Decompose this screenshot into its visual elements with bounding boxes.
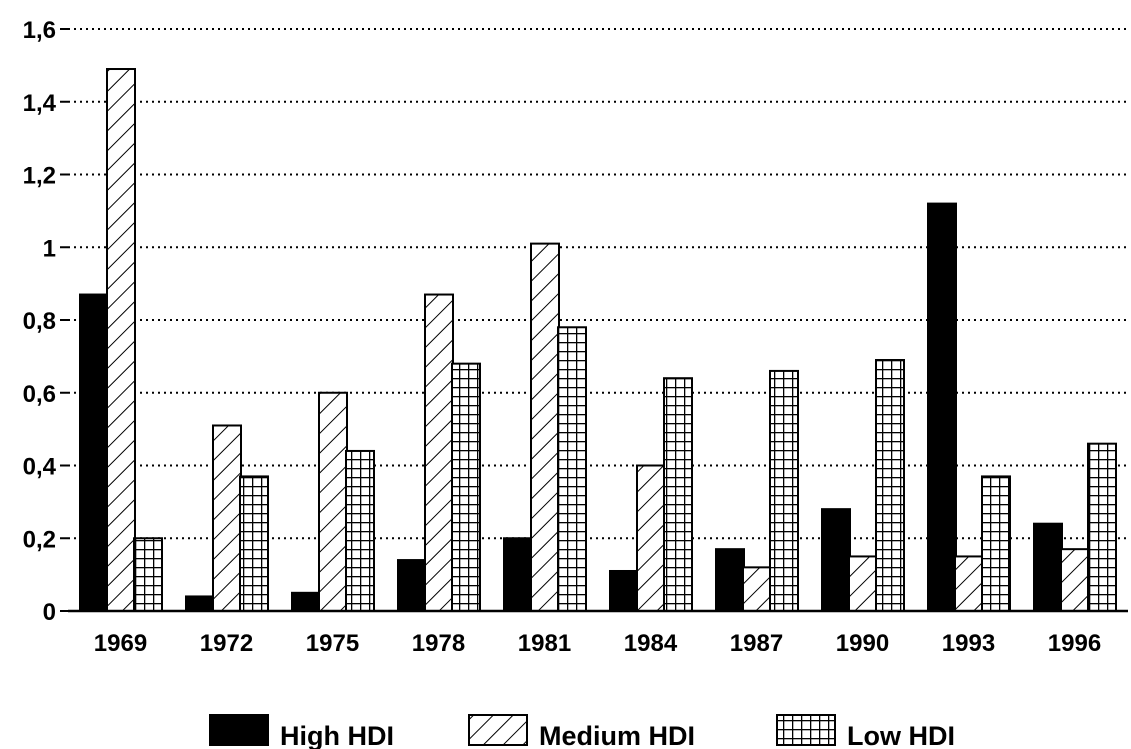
bar-low-hdi-1987 [769,369,799,612]
bar-high-hdi-1990 [821,508,851,612]
y-tick-label: 0,4 [23,454,57,481]
x-tick-label: 1993 [942,630,995,657]
y-tick-label: 1,4 [23,90,57,117]
x-tick-label: 1972 [200,630,253,657]
bar-medium-hdi-1987 [742,566,772,612]
x-tick-label: 1984 [624,630,678,657]
bar-low-hdi-1990 [875,359,905,613]
bar-low-hdi-1993 [981,475,1011,612]
bar-medium-hdi-1975 [318,391,348,612]
bar-high-hdi-1975 [291,591,321,612]
x-tick-label: 1996 [1048,630,1101,657]
legend-swatch-high-hdi [209,714,269,746]
legend: High HDI Medium HDI Low HDI [209,714,955,749]
y-tick-label: 0 [43,599,56,626]
y-tick-label: 1,6 [23,17,56,44]
y-tick-label: 0,8 [23,308,56,335]
y-tick-label: 1,2 [23,163,56,190]
x-tick-label: 1987 [730,630,783,657]
x-tick-label: 1978 [412,630,465,657]
bar-high-hdi-1996 [1033,522,1063,613]
bar-medium-hdi-1984 [636,464,666,612]
x-tick-label: 1990 [836,630,889,657]
bar-medium-hdi-1978 [424,293,454,612]
bar-high-hdi-1972 [185,595,215,613]
bar-low-hdi-1984 [663,377,693,613]
x-tick-label: 1969 [94,630,147,657]
bar-medium-hdi-1969 [106,68,136,612]
bar-low-hdi-1981 [557,326,587,612]
bar-high-hdi-1993 [927,202,957,612]
bar-high-hdi-1969 [79,293,109,612]
bar-low-hdi-1969 [133,537,163,612]
bar-high-hdi-1984 [609,569,639,612]
legend-label: Medium HDI [539,721,695,749]
bar-medium-hdi-1993 [954,555,984,612]
x-tick-label: 1981 [518,630,571,657]
legend-swatch-medium-hdi [468,714,528,746]
bar-low-hdi-1975 [345,449,375,613]
bar-medium-hdi-1981 [530,242,560,613]
bar-high-hdi-1981 [503,537,533,612]
y-tick-label: 0,6 [23,381,56,408]
bar-high-hdi-1978 [397,559,427,613]
x-tick-label: 1975 [306,630,359,657]
legend-label: Low HDI [847,721,955,749]
legend-label: High HDI [280,721,394,749]
legend-swatch-low-hdi [776,714,836,746]
x-axis-tick-labels: 1969 1972 1975 1978 1981 1984 1987 1990 1993 1996 [94,630,1101,657]
bar-high-hdi-1987 [715,548,745,612]
bar-low-hdi-1972 [239,475,269,612]
bar-medium-hdi-1990 [848,555,878,612]
bars [79,68,1117,613]
bar-low-hdi-1978 [451,362,481,612]
y-tick-label: 0,2 [23,526,56,553]
y-axis-tick-labels: 0 0,2 0,4 0,6 0,8 1 1,2 1,4 1,6 [23,17,57,626]
y-tick-label: 1 [43,235,56,262]
bar-medium-hdi-1996 [1060,548,1090,612]
bar-medium-hdi-1972 [212,424,242,612]
bar-low-hdi-1996 [1087,442,1117,612]
